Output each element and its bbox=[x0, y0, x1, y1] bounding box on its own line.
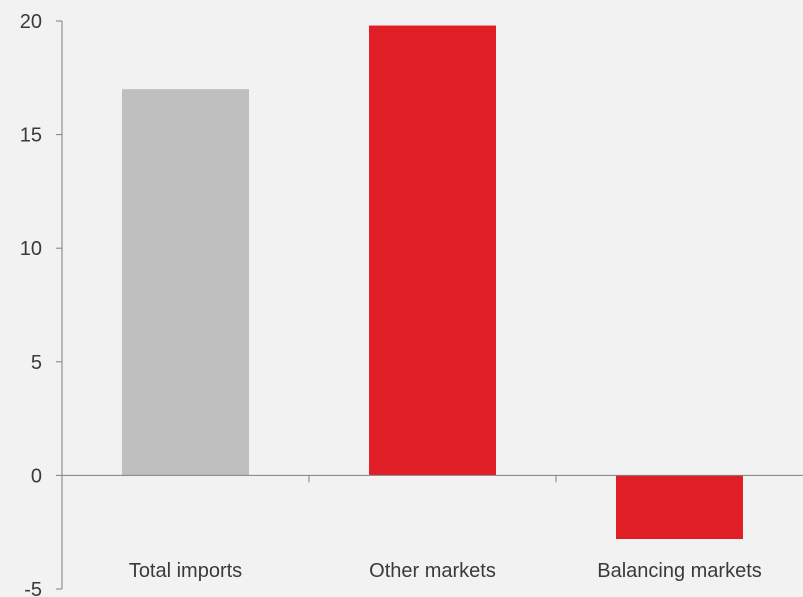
x-axis-ticks bbox=[308, 475, 557, 483]
bar-balancing-markets bbox=[616, 475, 743, 540]
y-axis-ticks: 20 15 10 5 0 -5 bbox=[20, 11, 62, 597]
y-tick-label: -5 bbox=[24, 579, 42, 597]
category-labels: Total imports Other markets Balancing mark… bbox=[129, 560, 762, 582]
category-label: Other markets bbox=[369, 560, 496, 582]
bar-other-markets bbox=[369, 25, 496, 476]
bar-total-imports bbox=[122, 89, 249, 476]
y-tick-label: 20 bbox=[20, 11, 42, 33]
category-label: Total imports bbox=[129, 560, 242, 582]
y-tick-label: 10 bbox=[20, 238, 42, 260]
y-tick-label: 0 bbox=[31, 465, 42, 487]
bars bbox=[122, 25, 743, 540]
y-tick-label: 15 bbox=[20, 125, 42, 147]
category-label: Balancing markets bbox=[597, 560, 762, 582]
y-tick-label: 5 bbox=[31, 352, 42, 374]
